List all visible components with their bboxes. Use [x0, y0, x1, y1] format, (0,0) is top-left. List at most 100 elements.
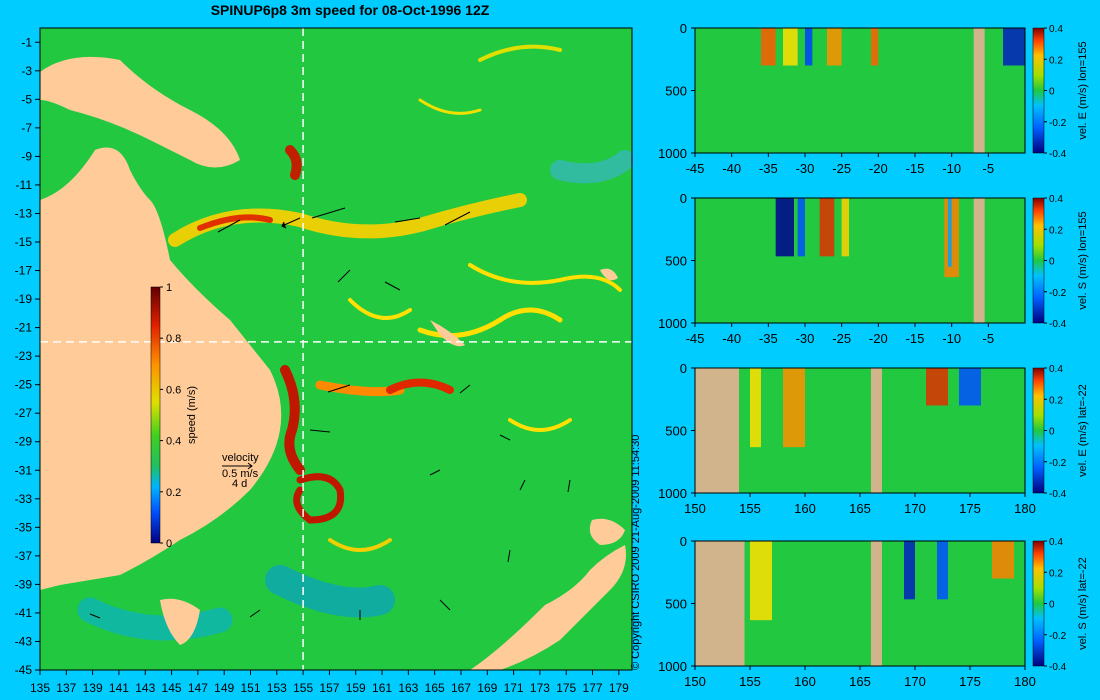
section-x-tick-label: -30: [796, 161, 815, 176]
section-feature: [926, 368, 948, 406]
new-guinea: [40, 56, 240, 168]
section-x-tick-label: 170: [904, 674, 926, 689]
section-x-tick-label: -20: [869, 331, 888, 346]
section-feature: [819, 198, 835, 257]
section-x-tick-label: 155: [739, 674, 761, 689]
map-x-tick-label: 167: [451, 681, 471, 695]
section-feature: [959, 368, 981, 406]
section-panel-3: 150 155 160 165 170 175 180 0 500 1000 0.4 0.2 0 -0.2…: [658, 361, 1089, 516]
section-feature: [1003, 28, 1025, 66]
section-x-tick-label: -10: [942, 161, 961, 176]
section-colorbar-ramp: [1032, 367, 1045, 494]
section-colorbar-tick-label: -0.2: [1049, 288, 1067, 299]
speed-map: 135 137 139 141 143 145 147 149 151 153 155 157 159 1…: [15, 27, 635, 695]
section-feature: [871, 541, 882, 666]
section-colorbar-tick-label: -0.4: [1049, 489, 1067, 500]
section-colorbar-tick-label: 0: [1049, 427, 1055, 438]
section-y-tick-label: 500: [665, 84, 687, 99]
section-x-tick-label: 175: [959, 501, 981, 516]
copyright-notice: © Copyright CSIRO 2009 21-Aug-2009 11:54…: [630, 434, 642, 670]
section-x-tick-label: -10: [942, 331, 961, 346]
vector-key-time: 4 d: [232, 478, 247, 490]
vector-key-speed: 0.5 m/s: [222, 468, 259, 480]
section-x-tick-label: -15: [906, 161, 925, 176]
map-y-tick-label: -15: [15, 235, 33, 249]
map-x-tick-label: 153: [267, 681, 287, 695]
section-feature: [695, 541, 745, 666]
new-zealand-north: [589, 518, 625, 545]
section-feature: [695, 368, 739, 493]
section-feature: [871, 368, 882, 493]
map-x-tick-label: 137: [56, 681, 76, 695]
map-y-tick-label: -37: [15, 549, 33, 563]
map-x-tick-label: 155: [293, 681, 313, 695]
map-x-tick-label: 165: [425, 681, 445, 695]
section-feature: [761, 28, 776, 66]
map-y-tick-label: -43: [15, 634, 33, 648]
section-x-tick-label: -30: [796, 331, 815, 346]
section-colorbar-tick-label: -0.2: [1049, 118, 1067, 129]
section-panel-1: -45 -40 -35 -30 -25 -20 -15 -10 -5 0 500 1000 0.4 0.2…: [658, 21, 1089, 176]
map-y-tick-label: -13: [15, 206, 33, 220]
map-y-tick-label: -23: [15, 349, 33, 363]
section-feature: [841, 198, 849, 257]
map-y-tick-label: -21: [15, 321, 33, 335]
section-colorbar-label: vel. S (m/s) lat=-22: [1077, 557, 1089, 650]
section-x-tick-label: 170: [904, 501, 926, 516]
section-colorbar-tick-label: 0: [1049, 600, 1055, 611]
map-x-tick-label: 159: [346, 681, 366, 695]
section-y-tick-label: 0: [680, 361, 687, 376]
section-y-tick-label: 500: [665, 597, 687, 612]
section-colorbar-tick-label: 0.2: [1049, 55, 1063, 66]
map-x-tick-label: 149: [214, 681, 234, 695]
section-colorbar-tick-label: -0.2: [1049, 458, 1067, 469]
map-y-tick-label: -3: [21, 64, 32, 78]
section-colorbar-tick-label: 0.4: [1049, 364, 1063, 375]
section-colorbar-ramp: [1032, 197, 1045, 324]
section-colorbar-ramp: [1032, 27, 1045, 154]
map-y-tick-label: -27: [15, 406, 33, 420]
map-y-ticks: -1 -3 -5 -7 -9 -11 -13 -15 -17 -19 -21 -23 -25 -27 -29…: [15, 35, 40, 677]
section-colorbar-tick-label: 0.4: [1049, 194, 1063, 205]
map-y-tick-label: -19: [15, 292, 33, 306]
section-y-tick-label: 0: [680, 534, 687, 549]
section-y-tick-label: 500: [665, 254, 687, 269]
section-feature: [904, 541, 915, 600]
map-y-tick-label: -39: [15, 577, 33, 591]
section-panel-4: 150 155 160 165 170 175 180 0 500 1000 0.4 0.2 0 -0.2…: [658, 534, 1089, 689]
section-colorbar-tick-label: -0.4: [1049, 319, 1067, 330]
speed-colorbar-label: speed (m/s): [186, 386, 198, 444]
speed-colorbar-ticks: 1 0.8 0.6 0.4 0.2 0: [160, 282, 181, 550]
map-x-tick-label: 161: [372, 681, 392, 695]
section-x-tick-label: -40: [722, 161, 741, 176]
section-colorbar-label: vel. E (m/s) lon=155: [1077, 41, 1089, 139]
speed-colorbar-tick-label: 0.6: [166, 384, 181, 396]
section-field: [695, 28, 1025, 153]
map-x-tick-label: 141: [109, 681, 129, 695]
speed-colorbar-tick-label: 0.8: [166, 333, 181, 345]
section-x-tick-label: -5: [983, 161, 995, 176]
speed-colorbar-tick-label: 0: [166, 538, 172, 550]
section-feature: [775, 198, 794, 257]
section-colorbar-tick-label: 0: [1049, 87, 1055, 98]
section-colorbar-tick-label: -0.4: [1049, 149, 1067, 160]
section-x-tick-label: -15: [906, 331, 925, 346]
section-feature: [750, 541, 772, 621]
map-y-tick-label: -7: [21, 121, 32, 135]
section-y-tick-label: 1000: [658, 486, 687, 501]
section-feature: [871, 28, 879, 66]
map-y-tick-label: -31: [15, 463, 33, 477]
new-caledonia: [430, 320, 465, 347]
section-colorbar-tick-label: -0.4: [1049, 662, 1067, 673]
new-zealand-south: [470, 545, 626, 670]
section-x-tick-label: 150: [684, 674, 706, 689]
section-feature: [783, 28, 798, 66]
section-panel-2: -45 -40 -35 -30 -25 -20 -15 -10 -5 0 500 1000 0.4 0.2…: [658, 191, 1089, 346]
speed-colorbar-tick-label: 0.4: [166, 436, 181, 448]
speed-colorbar: 1 0.8 0.6 0.4 0.2 0 speed (m/s): [150, 282, 198, 550]
map-y-tick-label: -29: [15, 435, 33, 449]
section-colorbar-tick-label: 0: [1049, 257, 1055, 268]
section-field: [695, 198, 1025, 323]
